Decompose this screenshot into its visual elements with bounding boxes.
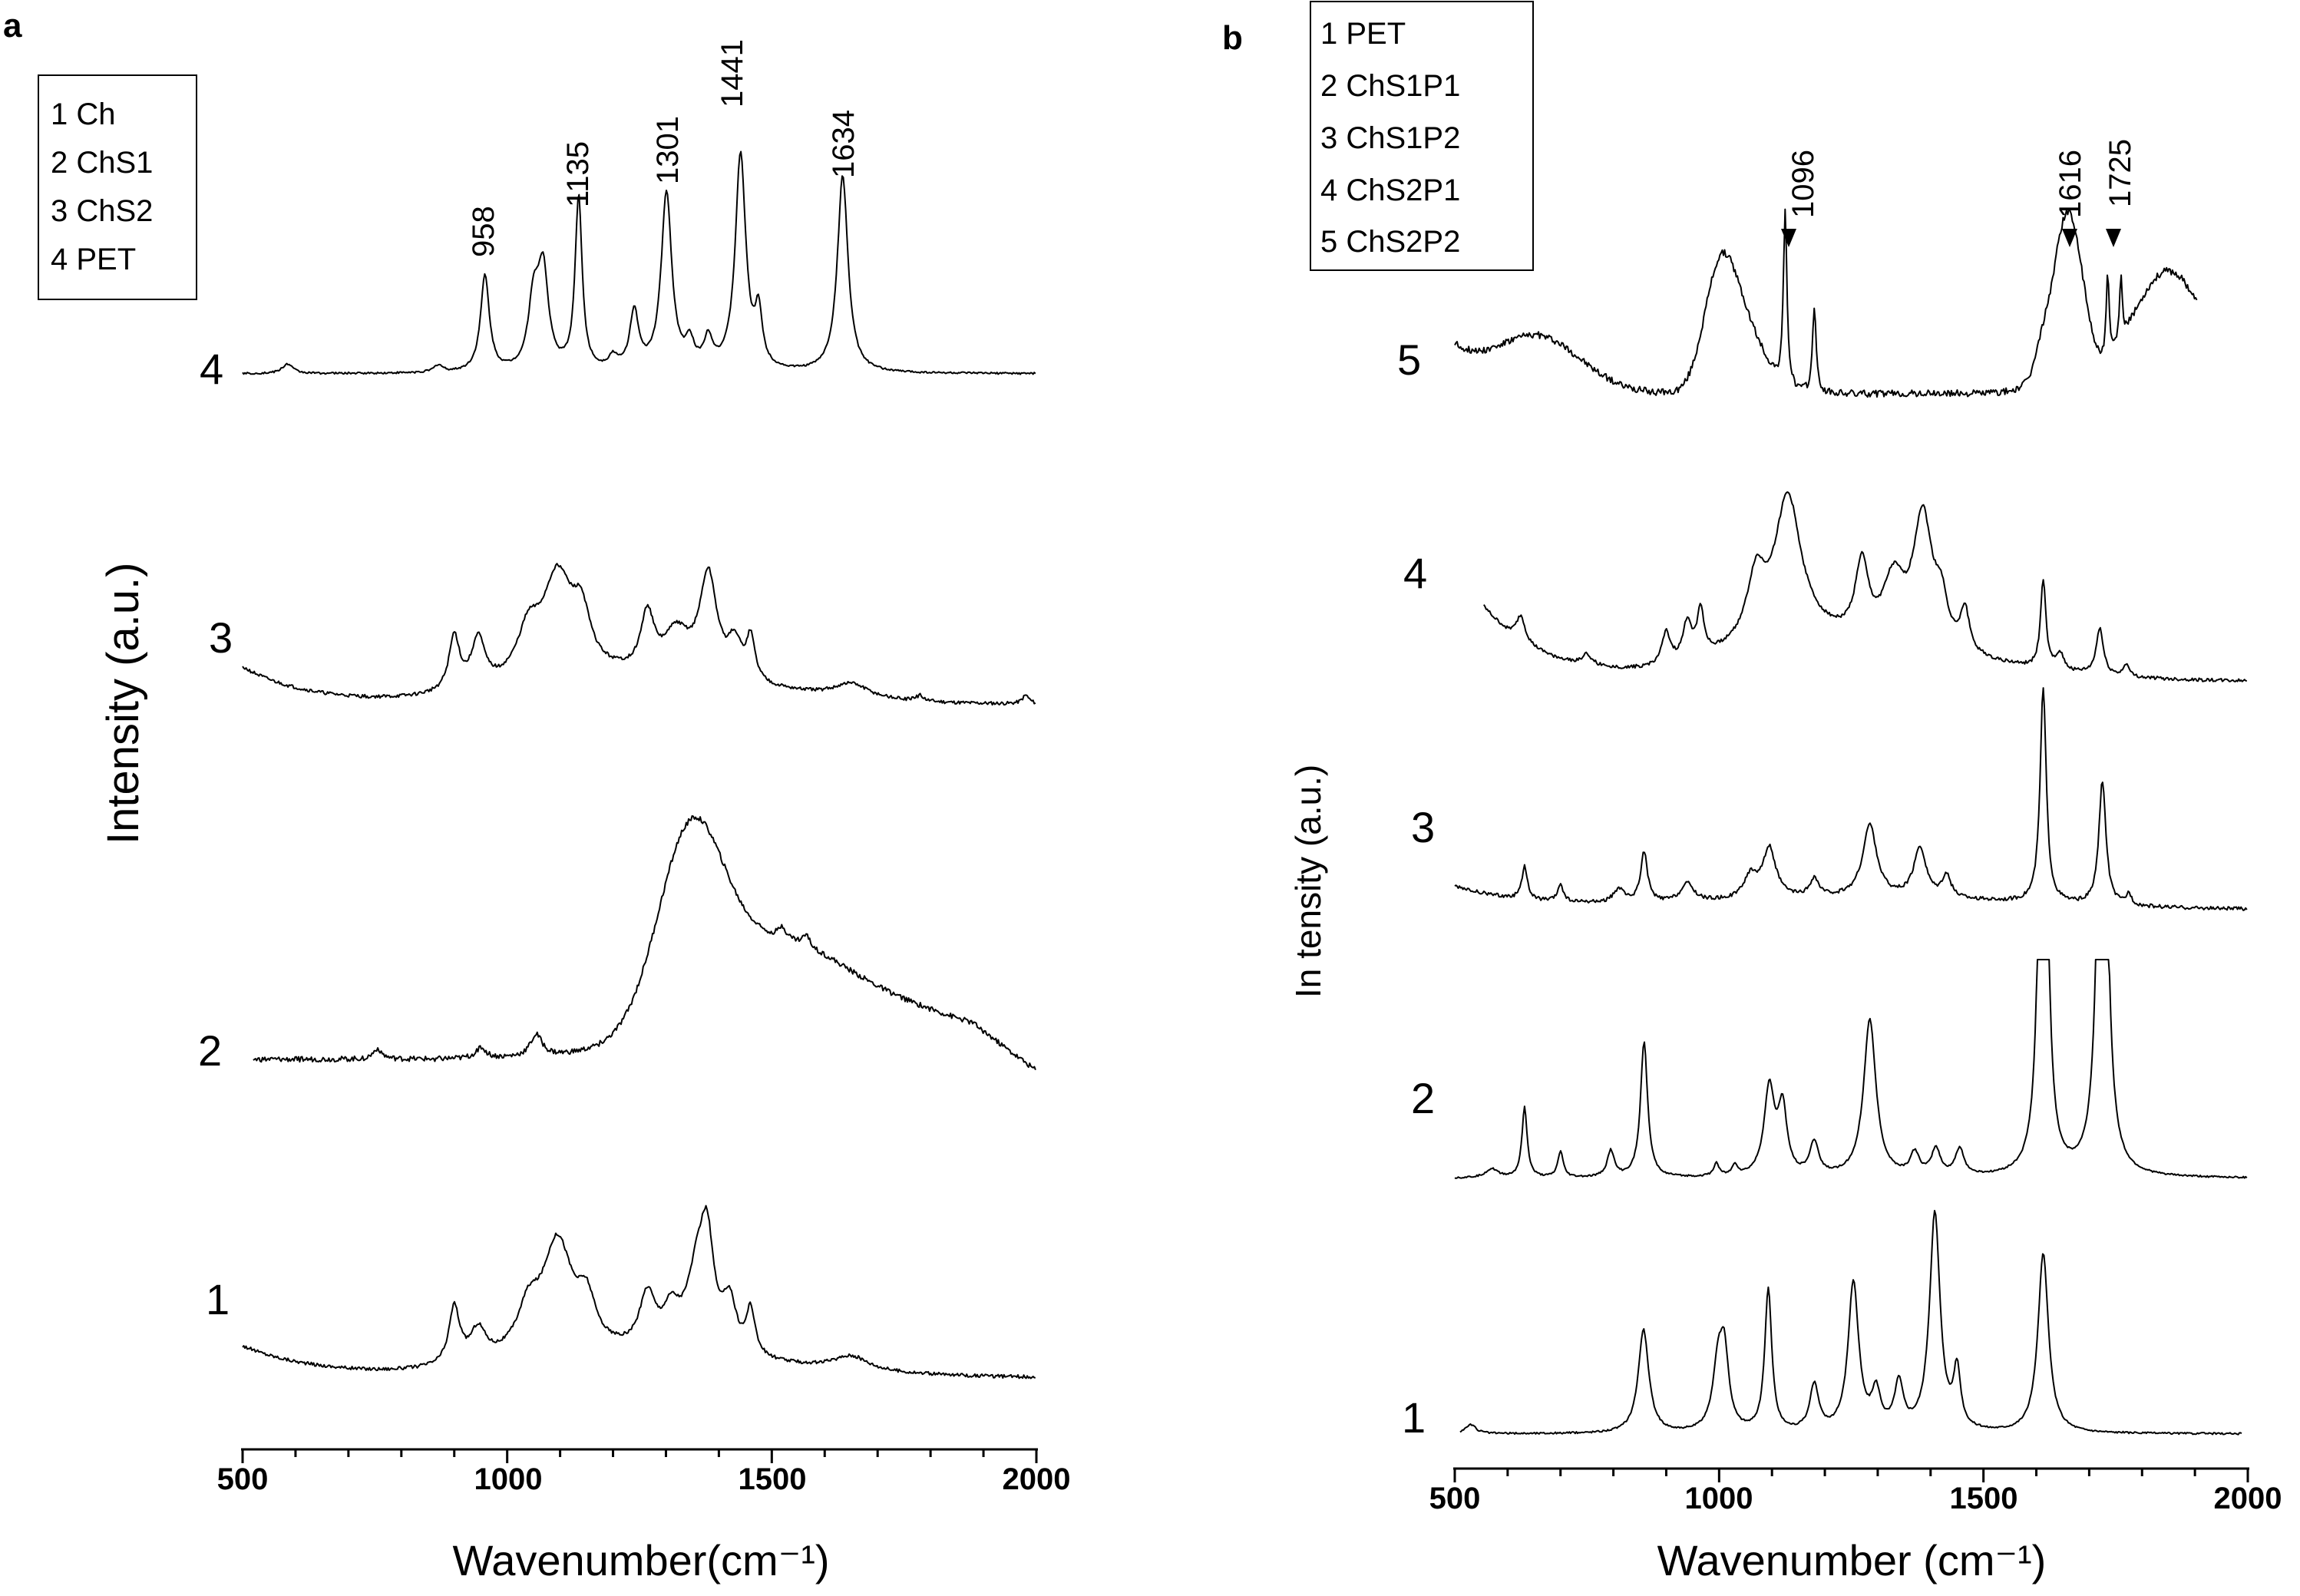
panel-a-peak-label: 1441 [715, 39, 749, 107]
panel-a-series-1-line [242, 1204, 1036, 1380]
panel-a-tick-label: 2000 [1003, 1462, 1071, 1496]
panel-b-series-label: 4 [1403, 549, 1427, 597]
panel-a-peak-label: 1301 [651, 116, 685, 184]
panel-b-series-label: 3 [1411, 803, 1435, 851]
panel-b-peak-label: 1616 [2054, 150, 2087, 218]
panel-b-letter: b [1222, 19, 1243, 57]
panel-b-series-label: 1 [1402, 1393, 1426, 1442]
panel-b-legend-item: 5 ChS2P2 [1320, 225, 1460, 259]
panel-a-series-2-line [253, 815, 1036, 1071]
panel-a-tick-label: 500 [217, 1462, 269, 1496]
panel-a-xlabel: Wavenumber(cm⁻¹) [452, 1536, 829, 1584]
panel-a-series-label: 2 [198, 1026, 222, 1075]
panel-b-legend-item: 1 PET [1320, 17, 1406, 51]
panel-b-series-4-line [1483, 491, 2247, 682]
panel-a-peak-label: 1634 [827, 110, 861, 178]
panel-b-series-2-line [1454, 959, 2248, 1179]
panel-b-xlabel: Wavenumber (cm⁻¹) [1657, 1536, 2047, 1584]
panel-a-series-4-line [242, 150, 1036, 375]
panel-a-letter: a [3, 7, 22, 45]
panel-a-series-label: 3 [209, 613, 233, 662]
panel-a-legend-item: 4 PET [51, 243, 136, 276]
panel-a-tick-label: 1000 [474, 1462, 543, 1496]
panel-a-legend-box [38, 74, 197, 300]
panel-a: a 1 Ch 2 ChS1 3 ChS2 4 PET 958 1135 1301… [3, 7, 1070, 1584]
panel-b-series-label: 5 [1397, 335, 1421, 384]
panel-b-series-5-line [1454, 208, 2198, 398]
panel-b-plot-area [1454, 208, 2248, 1436]
panel-b-series-3-line [1454, 687, 2248, 911]
panel-b-legend-item: 3 ChS1P2 [1320, 121, 1460, 155]
panel-a-tick-label: 1500 [739, 1462, 807, 1496]
panel-a-ylabel: Intensity (a.u.) [98, 563, 148, 844]
panel-b-peak-label: 1725 [2103, 139, 2137, 207]
panel-b-peak-arrow [1781, 229, 1796, 247]
panel-a-series-label: 4 [200, 345, 223, 393]
panel-b-series-label: 2 [1411, 1074, 1435, 1122]
panel-b-legend-item: 2 ChS1P1 [1320, 69, 1460, 103]
panel-b-tick-label: 2000 [2214, 1482, 2282, 1515]
panel-b-ylabel: In tensity (a.u.) [1288, 765, 1328, 998]
panel-b-tick-label: 500 [1429, 1482, 1481, 1515]
panel-b-peak-arrow [2106, 229, 2121, 247]
panel-b-peak-arrow [2062, 229, 2077, 247]
panel-a-legend-item: 2 ChS1 [51, 146, 153, 180]
panel-b-tick-label: 1500 [1950, 1482, 2018, 1515]
panel-b-legend-box [1310, 1, 1534, 271]
panel-b: b 1 PET 2 ChS1P1 3 ChS1P2 4 ChS2P1 5 ChS… [1222, 1, 2282, 1584]
panel-b-ticks [1453, 1469, 2249, 1482]
panel-a-ticks [241, 1449, 1038, 1463]
panel-a-legend-item: 3 ChS2 [51, 194, 153, 228]
panel-a-series-label: 1 [206, 1275, 230, 1323]
panel-b-peak-label: 1096 [1786, 150, 1820, 218]
panel-b-series-1-line [1459, 1210, 2242, 1436]
panel-b-tick-label: 1000 [1685, 1482, 1753, 1515]
panel-a-series-3-line [242, 563, 1036, 706]
panel-a-legend-item: 1 Ch [51, 97, 116, 131]
panel-b-legend-item: 4 ChS2P1 [1320, 173, 1460, 207]
panel-a-peak-label: 958 [467, 206, 501, 257]
panel-a-plot-area [242, 150, 1036, 1380]
